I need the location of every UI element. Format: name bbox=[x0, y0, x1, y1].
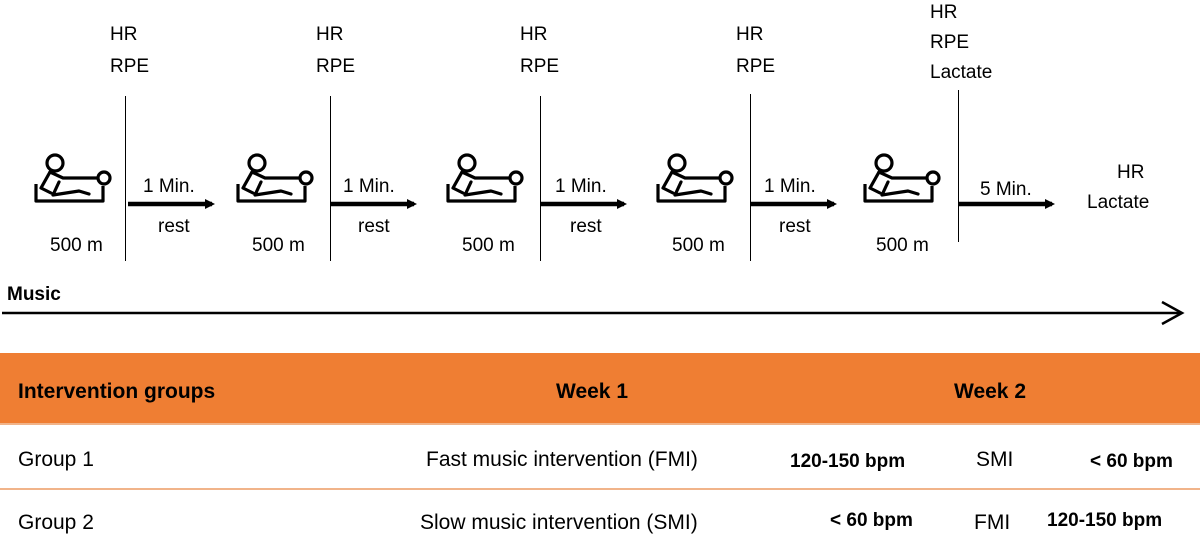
row-group: Group 1 bbox=[18, 448, 94, 471]
rest-duration-4: 1 Min. bbox=[764, 176, 816, 197]
table-separator bbox=[0, 488, 1200, 490]
row-week2-intervention: FMI bbox=[974, 511, 1011, 534]
measure-hr-1: HR bbox=[110, 24, 138, 45]
measure-line-2 bbox=[330, 96, 331, 261]
measure-line-1 bbox=[125, 96, 126, 261]
distance-label-5: 500 m bbox=[876, 235, 929, 256]
measure-line-3 bbox=[540, 96, 541, 261]
measure-hr-5: HR bbox=[930, 2, 958, 23]
table-row: Group 2 Slow music intervention (SMI) < … bbox=[0, 490, 1200, 553]
table-header: Intervention groups Week 1 Week 2 bbox=[0, 353, 1200, 423]
rest-duration-1: 1 Min. bbox=[143, 176, 195, 197]
header-week-1: Week 1 bbox=[556, 380, 628, 403]
row-week2-intervention: SMI bbox=[976, 448, 1014, 471]
table-row: Group 1 Fast music intervention (FMI) 12… bbox=[0, 425, 1200, 488]
row-week1-bpm: < 60 bpm bbox=[830, 510, 913, 531]
music-label: Music bbox=[7, 284, 61, 305]
rest-label-4: rest bbox=[779, 216, 811, 237]
distance-label-3: 500 m bbox=[462, 235, 515, 256]
distance-label-4: 500 m bbox=[672, 235, 725, 256]
header-week-2: Week 2 bbox=[954, 380, 1026, 403]
rest-duration-5: 5 Min. bbox=[980, 179, 1032, 200]
measure-rpe-1: RPE bbox=[110, 56, 150, 77]
row-group: Group 2 bbox=[18, 511, 94, 534]
rest-duration-3: 1 Min. bbox=[555, 176, 607, 197]
intervention-table: Intervention groups Week 1 Week 2 Group … bbox=[0, 353, 1200, 553]
distance-label-2: 500 m bbox=[252, 235, 305, 256]
rest-label-2: rest bbox=[358, 216, 390, 237]
measure-hr-2: HR bbox=[316, 24, 344, 45]
row-week1-intervention: Fast music intervention (FMI) bbox=[426, 448, 698, 471]
rest-label-1: rest bbox=[158, 216, 190, 237]
measure-hr-4: HR bbox=[736, 24, 764, 45]
row-week2-bpm: 120-150 bpm bbox=[1047, 510, 1163, 531]
header-intervention-groups: Intervention groups bbox=[18, 380, 216, 403]
measure-hr-3: HR bbox=[520, 24, 548, 45]
final-measure-lactate: Lactate bbox=[1087, 192, 1150, 213]
measure-rpe-4: RPE bbox=[736, 56, 776, 77]
row-week2-bpm: < 60 bpm bbox=[1090, 451, 1173, 472]
rest-duration-2: 1 Min. bbox=[343, 176, 395, 197]
table-separator bbox=[0, 423, 1200, 425]
measure-line-5 bbox=[958, 90, 959, 242]
measure-lactate-5: Lactate bbox=[930, 62, 993, 83]
measure-line-4 bbox=[750, 94, 751, 261]
row-week1-intervention: Slow music intervention (SMI) bbox=[420, 511, 698, 534]
rest-label-3: rest bbox=[570, 216, 602, 237]
final-measure-hr: HR bbox=[1117, 162, 1145, 183]
measure-rpe-5: RPE bbox=[930, 32, 970, 53]
row-week1-bpm: 120-150 bpm bbox=[790, 451, 906, 472]
measure-rpe-2: RPE bbox=[316, 56, 356, 77]
distance-label-1: 500 m bbox=[50, 235, 103, 256]
measure-rpe-3: RPE bbox=[520, 56, 560, 77]
